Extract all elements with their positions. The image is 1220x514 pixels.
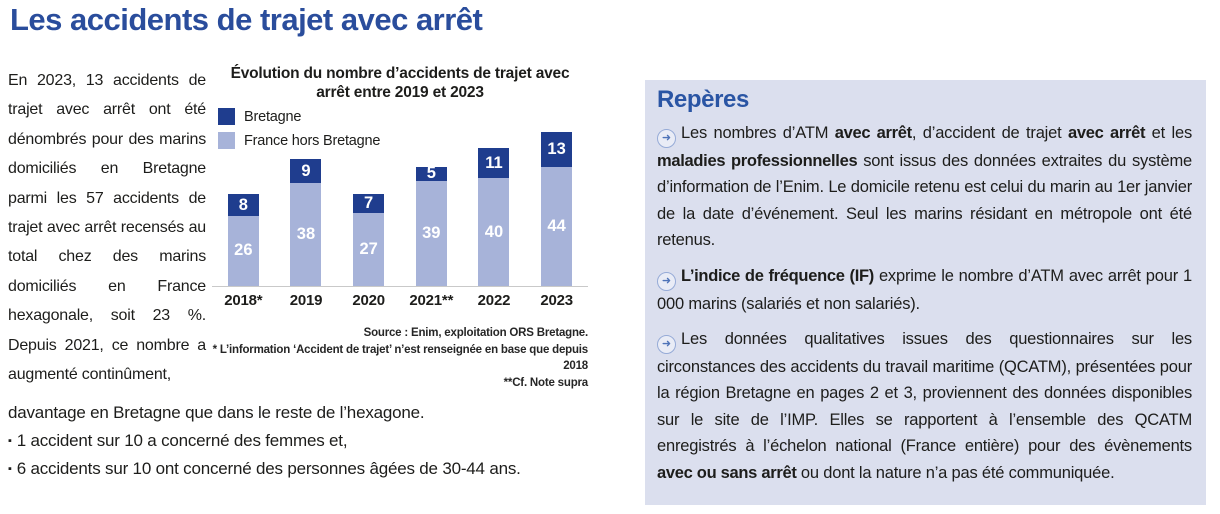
bar-column-2018: 8 26 xyxy=(227,194,259,286)
bar-segment: 40 xyxy=(478,178,510,286)
arrow-circle-icon: ➜ xyxy=(657,271,676,291)
x-axis-label: 2018* xyxy=(224,292,263,309)
text-run: et les xyxy=(1145,124,1193,142)
reperes-heading: Repères xyxy=(657,86,749,113)
reperes-item: ➜ Les nombres d’ATM avec arrêt, d’acciden… xyxy=(657,120,1192,254)
bar-value-label: 7 xyxy=(364,194,374,213)
bar-value-label: 44 xyxy=(547,217,566,236)
bold-text-run: L’indice de fréquence (IF) xyxy=(681,266,874,285)
bar-value-label: 27 xyxy=(359,240,378,259)
reperes-item: ➜ Les données qualitatives issues des que… xyxy=(657,326,1192,486)
bar-value-label: 39 xyxy=(422,223,441,242)
bar-column-2022: 11 40 xyxy=(478,148,510,286)
bar-value-label: 40 xyxy=(484,222,504,241)
bar-segment: 38 xyxy=(290,183,322,286)
x-axis-label: 2021** xyxy=(409,292,454,309)
bar-column-2021: 5 39 xyxy=(415,164,447,286)
continuation-line: davantage en Bretagne que dans le reste … xyxy=(8,403,425,422)
arrow-circle-icon: ➜ xyxy=(657,129,676,148)
bar-segment: 44 xyxy=(541,167,573,286)
bold-text-run: avec arrêt xyxy=(834,124,912,142)
bullet-text: 6 accidents sur 10 ont concerné des pers… xyxy=(16,459,521,478)
bar-segment: 26 xyxy=(227,215,259,286)
legend-swatch-icon xyxy=(218,132,235,149)
bold-text-run: avec ou sans arrêt xyxy=(657,463,797,482)
chart-plot-area: Bretagne France hors Bretagne 8 26 9 38 7 27 5 3… xyxy=(212,104,588,286)
text-run: ou dont la nature n’a pas été communiqué… xyxy=(796,463,1115,482)
text-run: sont issus des données extraites du syst… xyxy=(657,152,1192,250)
bullet-item: ▪ 1 accident sur 10 a concerné des femme… xyxy=(8,427,608,455)
square-bullet-icon: ▪ xyxy=(8,435,12,447)
bar-segment: 39 xyxy=(415,180,447,286)
bottom-text-block: davantage en Bretagne que dans le reste … xyxy=(8,399,608,483)
arrow-circle-icon: ➜ xyxy=(657,335,676,355)
bar-value-label: 38 xyxy=(296,225,316,244)
bar-value-label: 5 xyxy=(426,164,436,183)
source-note: Source : Enim, exploitation ORS Bretagne… xyxy=(363,327,589,339)
x-axis-label: 2019 xyxy=(289,292,323,309)
bold-text-run: avec arrêt xyxy=(1068,124,1146,142)
bar-segment: 5 xyxy=(415,164,447,183)
reperes-item-text: Les nombres d’ATM avec arrêt, d’accident… xyxy=(657,124,1192,249)
text-run: Les données qualitatives issues des ques… xyxy=(657,330,1192,456)
reperes-box: Repères ➜ Les nombres d’ATM avec arrêt, d… xyxy=(645,80,1206,505)
bar-value-label: 13 xyxy=(547,140,566,159)
text-run: exprime le nombre d’ATM avec arrêt pour … xyxy=(657,266,1192,313)
page-title: Les accidents de trajet avec arrêt xyxy=(10,2,483,37)
accidents-bar-chart: Évolution du nombre d’accidents de traje… xyxy=(212,64,588,391)
chart-title: Évolution du nombre d’accidents de traje… xyxy=(230,65,570,101)
intro-paragraph: En 2023, 13 accidents de trajet avec arr… xyxy=(8,72,206,384)
reperes-item: ➜ L’indice de fréquence (IF) exprime le n… xyxy=(657,263,1192,317)
bar-value-label: 9 xyxy=(301,161,311,180)
bar-column-2020: 7 27 xyxy=(353,194,385,286)
bullet-item: ▪ 6 accidents sur 10 ont concerné des pe… xyxy=(8,455,608,483)
bar-value-label: 11 xyxy=(485,153,503,172)
bold-text-run: maladies professionnelles xyxy=(657,152,858,170)
chart-legend: Bretagne France hors Bretagne xyxy=(218,108,380,156)
legend-item: France hors Bretagne xyxy=(218,132,380,149)
bar-column-2023: 13 44 xyxy=(541,132,573,286)
reperes-item-text: Les données qualitatives issues des ques… xyxy=(657,330,1192,482)
bar-segment: 8 xyxy=(227,194,259,216)
text-run: , d’accident de trajet xyxy=(911,124,1069,142)
x-axis-label: 2023 xyxy=(540,292,573,309)
bar-value-label: 26 xyxy=(234,241,253,260)
legend-item: Bretagne xyxy=(218,108,380,125)
legend-label: Bretagne xyxy=(244,108,302,125)
text-run: Les nombres d’ATM xyxy=(681,124,835,142)
bullet-text: 1 accident sur 10 a concerné des femmes … xyxy=(16,431,348,450)
square-bullet-icon: ▪ xyxy=(8,463,12,475)
bar-segment: 13 xyxy=(541,132,573,168)
bar-segment: 7 xyxy=(353,194,385,214)
bar-segment: 27 xyxy=(353,213,385,286)
x-axis-labels: 2018* 2019 2020 2021** 2022 2023 xyxy=(212,292,588,309)
bar-column-2019: 9 38 xyxy=(290,159,322,286)
legend-swatch-icon xyxy=(218,108,235,125)
x-axis-label: 2020 xyxy=(352,292,385,309)
reperes-item-text: L’indice de fréquence (IF) exprime le no… xyxy=(657,267,1192,313)
footnote-asterisk: * L’information ‘Accident de trajet’ n’e… xyxy=(212,343,589,373)
x-axis-line xyxy=(212,286,588,287)
footnote-double-asterisk: **Cf. Note supra xyxy=(503,376,589,389)
bar-value-label: 8 xyxy=(238,195,248,214)
bars-container: 8 26 9 38 7 27 5 39 11 40 13 44 xyxy=(212,126,588,286)
bar-segment: 9 xyxy=(290,159,322,184)
bar-segment: 11 xyxy=(478,148,510,178)
legend-label: France hors Bretagne xyxy=(244,132,381,149)
source-block: Source : Enim, exploitation ORS Bretagne… xyxy=(212,325,589,391)
x-axis-label: 2022 xyxy=(477,292,511,309)
